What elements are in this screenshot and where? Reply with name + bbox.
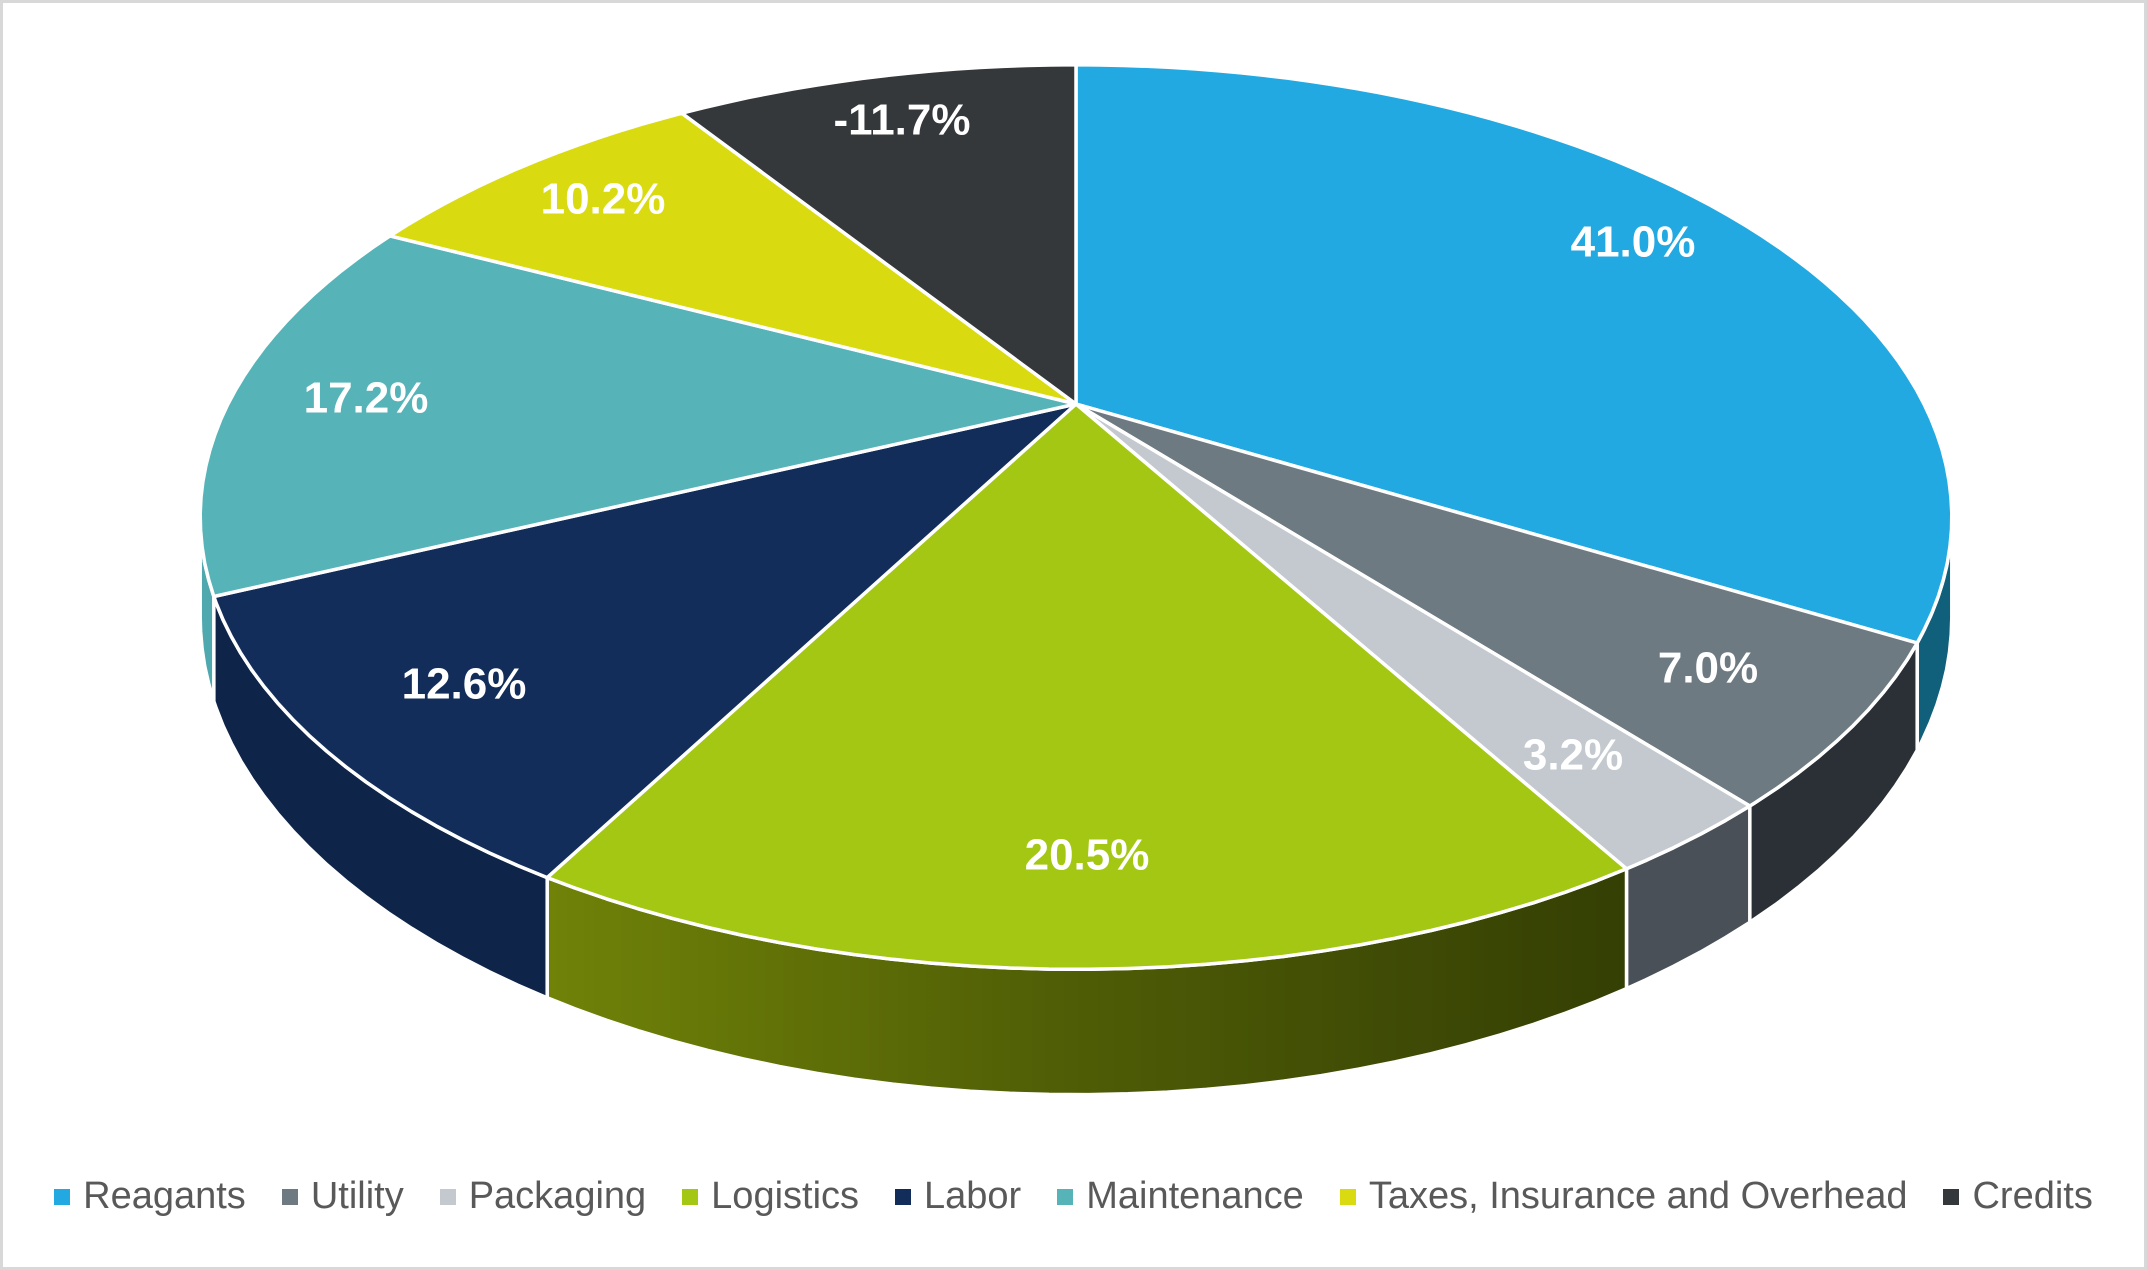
pie-slice-packaging xyxy=(1074,402,1752,871)
legend-item-credits: Credits xyxy=(1943,1175,2093,1218)
pie-chart-3d: 41.0% 7.0% 3.2% 20.5% 12.6% 17.2% 10.2% -11.7% xyxy=(198,63,1954,1097)
legend-label: Reagants xyxy=(83,1175,246,1217)
pie-slice-logistics xyxy=(545,402,1629,972)
legend-swatch-credits xyxy=(1943,1188,1960,1205)
legend-swatch-maintenance xyxy=(1057,1188,1074,1205)
legend-label: Labor xyxy=(924,1175,1022,1217)
legend-item-reagants: Reagants xyxy=(54,1175,246,1218)
data-label-credits: -11.7% xyxy=(834,96,971,145)
legend-item-logistics: Logistics xyxy=(682,1175,859,1218)
data-label-logistics: 20.5% xyxy=(1025,831,1150,880)
pie-slice-credits xyxy=(680,63,1078,406)
pie-slice-labor xyxy=(212,402,1078,880)
legend-item-taxes-insurance-and-overhead: Taxes, Insurance and Overhead xyxy=(1339,1175,1908,1218)
data-label-utility: 7.0% xyxy=(1658,644,1758,693)
legend-swatch-utility xyxy=(281,1188,298,1205)
legend-swatch-packaging xyxy=(439,1188,456,1205)
data-label-labor: 12.6% xyxy=(402,660,527,709)
legend-label: Utility xyxy=(310,1175,404,1217)
data-label-taxes-insurance-and-overhead: 10.2% xyxy=(541,175,666,224)
legend-label: Packaging xyxy=(468,1175,647,1217)
legend-swatch-logistics xyxy=(682,1188,699,1205)
pie-slice-utility xyxy=(1074,402,1919,808)
data-label-reagants: 41.0% xyxy=(1571,218,1696,267)
legend-item-utility: Utility xyxy=(281,1175,404,1218)
legend-item-packaging: Packaging xyxy=(439,1175,647,1218)
legend-swatch-reagants xyxy=(54,1188,71,1205)
legend-label: Maintenance xyxy=(1086,1175,1304,1217)
legend-label: Taxes, Insurance and Overhead xyxy=(1368,1175,1908,1217)
legend-item-labor: Labor xyxy=(895,1175,1021,1218)
data-label-maintenance: 17.2% xyxy=(304,374,429,423)
pie-slice-reagants xyxy=(1074,63,1954,645)
legend-item-maintenance: Maintenance xyxy=(1057,1175,1304,1218)
legend-label: Credits xyxy=(1972,1175,2093,1217)
legend-swatch-taxes-insurance-and-overhead xyxy=(1339,1188,1356,1205)
pie-slice-maintenance xyxy=(198,234,1078,599)
legend-swatch-labor xyxy=(895,1188,912,1205)
chart-legend: Reagants Utility Packaging Logistics Labor Ma… xyxy=(3,1175,2144,1218)
data-label-packaging: 3.2% xyxy=(1523,731,1623,780)
pie-slice-taxes-insurance-and-overhead xyxy=(388,111,1078,406)
legend-label: Logistics xyxy=(711,1175,860,1217)
